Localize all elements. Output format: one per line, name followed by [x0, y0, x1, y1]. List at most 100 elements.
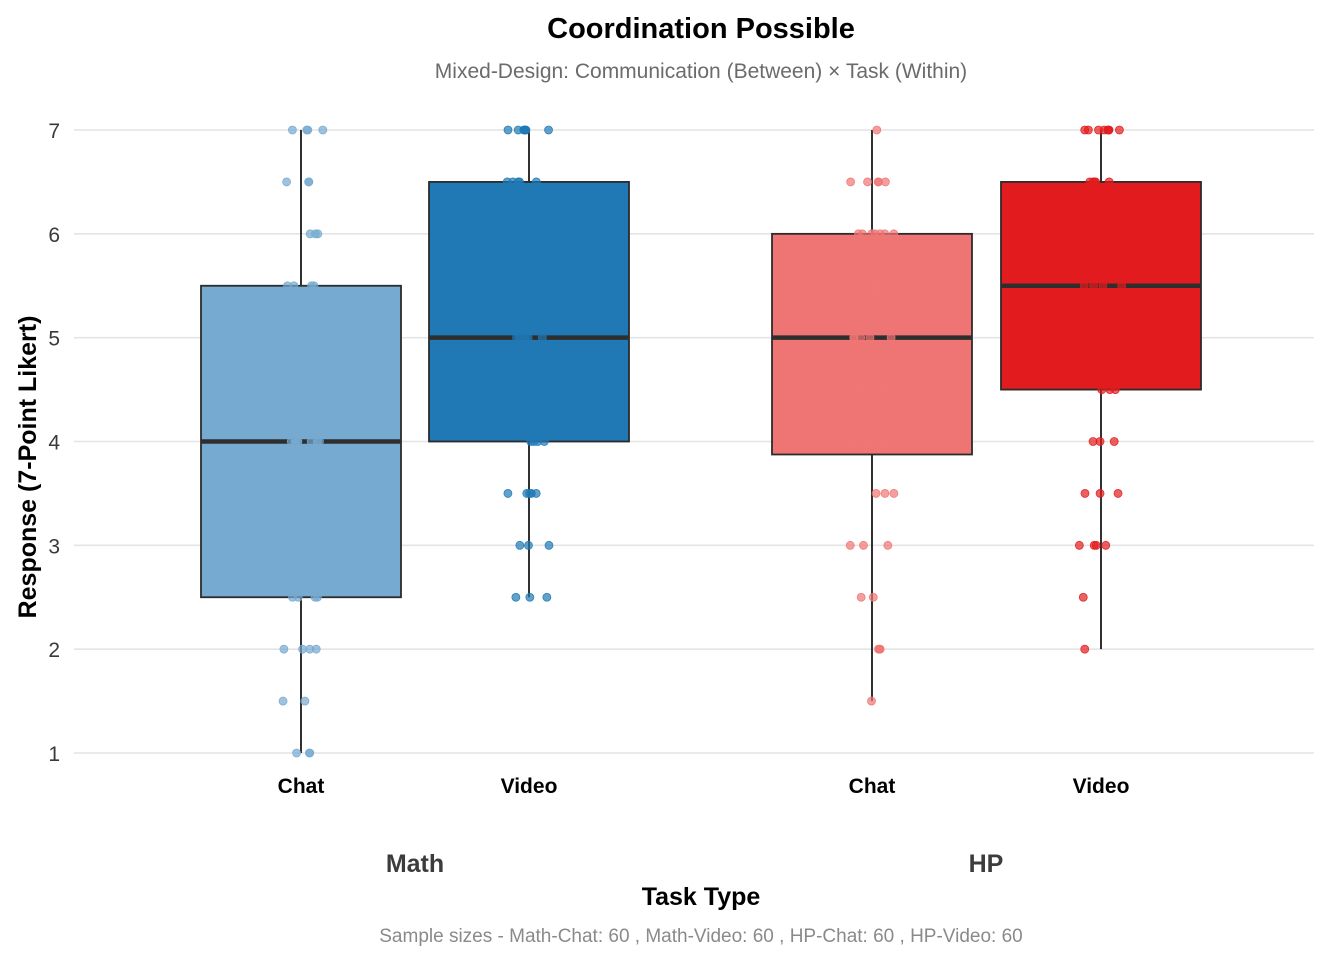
point-math-chat-27	[312, 437, 322, 446]
y-tick-label-3: 3	[48, 535, 60, 558]
y-tick-label-4: 4	[48, 432, 60, 455]
point-math-chat-12	[309, 281, 319, 291]
point-math-chat-48	[300, 696, 310, 706]
point-math-video-15	[537, 333, 547, 343]
point-hp-video-1	[1115, 125, 1124, 135]
y-axis-title: Response (7-Point Likert)	[14, 316, 42, 619]
point-math-video-31	[542, 592, 552, 602]
point-hp-chat-25	[855, 385, 865, 394]
point-hp-chat-32	[881, 437, 891, 446]
point-math-chat-20	[279, 385, 289, 394]
x-axis-title: Task Type	[642, 883, 761, 911]
chart-title: Coordination Possible	[547, 13, 855, 45]
point-math-video-10	[502, 177, 512, 187]
point-hp-video-28	[1101, 540, 1111, 550]
point-math-chat-52	[305, 748, 315, 758]
group-label-hp: HP	[969, 850, 1004, 878]
point-math-video-21	[503, 489, 513, 498]
point-hp-video-9	[1104, 177, 1114, 187]
point-math-video-26	[515, 540, 525, 550]
x-tick-label-math-chat: Chat	[278, 775, 325, 798]
point-math-video-5	[521, 125, 531, 135]
point-math-chat-33	[288, 489, 298, 498]
point-math-chat-6	[282, 177, 291, 187]
point-hp-video-24	[1080, 489, 1090, 498]
chart-subtitle: Mixed-Design: Communication (Between) × …	[435, 60, 967, 83]
point-hp-chat-30	[859, 437, 869, 446]
point-hp-chat-1	[846, 177, 856, 187]
point-hp-chat-43	[875, 644, 884, 654]
point-math-chat-17	[309, 333, 319, 343]
point-hp-chat-20	[856, 333, 866, 343]
point-math-chat-21	[295, 385, 305, 394]
point-hp-chat-11	[853, 229, 863, 239]
point-hp-video-16	[1117, 281, 1127, 291]
point-math-video-29	[511, 592, 521, 602]
point-math-video-20	[533, 437, 543, 446]
point-math-chat-30	[310, 489, 320, 498]
point-hp-chat-18	[886, 333, 896, 343]
point-hp-chat-37	[859, 540, 868, 550]
point-hp-chat-16	[876, 281, 885, 291]
point-math-chat-1	[288, 125, 297, 135]
point-hp-chat-35	[871, 489, 881, 498]
point-hp-chat-14	[883, 281, 893, 291]
group-label-math: Math	[386, 850, 444, 878]
point-math-chat-5	[304, 177, 314, 187]
point-hp-video-18	[1097, 385, 1107, 394]
point-hp-chat-39	[856, 592, 866, 602]
point-hp-video-5	[1083, 125, 1093, 135]
point-math-chat-36	[317, 540, 327, 550]
point-hp-video-13	[1089, 281, 1098, 291]
point-math-chat-38	[307, 540, 317, 550]
point-math-chat-14	[300, 333, 309, 343]
point-hp-chat-24	[883, 385, 893, 394]
point-hp-video-20	[1109, 437, 1119, 446]
point-math-video-16	[523, 333, 533, 343]
box-math-video	[428, 181, 630, 443]
point-math-chat-39	[284, 540, 294, 550]
point-math-chat-43	[288, 592, 297, 602]
point-math-chat-13	[283, 281, 292, 291]
point-hp-chat-0	[872, 125, 882, 135]
point-hp-video-7	[1094, 125, 1103, 135]
box-hp-chat	[771, 232, 973, 456]
point-math-video-6	[503, 125, 513, 135]
x-tick-label-hp-chat: Chat	[849, 775, 896, 798]
point-hp-chat-5	[881, 177, 890, 187]
point-math-video-11	[515, 177, 524, 187]
point-math-video-27	[524, 540, 533, 550]
point-math-chat-9	[311, 229, 320, 239]
y-tick-label-5: 5	[48, 328, 60, 351]
point-hp-chat-21	[865, 333, 875, 343]
point-hp-video-6	[1104, 125, 1114, 135]
point-hp-video-15	[1098, 281, 1108, 291]
point-math-video-25	[531, 489, 541, 498]
point-math-chat-19	[311, 385, 321, 394]
point-math-chat-29	[293, 437, 303, 446]
point-hp-chat-9	[889, 229, 899, 239]
point-hp-video-27	[1074, 540, 1084, 550]
point-math-chat-2	[302, 125, 312, 135]
point-math-chat-16	[283, 333, 293, 343]
point-hp-chat-36	[883, 540, 893, 550]
point-hp-video-25	[1113, 489, 1123, 498]
point-hp-video-19	[1110, 385, 1120, 394]
chart-caption: Sample sizes - Math-Chat: 60 , Math-Vide…	[379, 926, 1023, 947]
point-hp-chat-29	[845, 437, 855, 446]
point-math-chat-44	[298, 644, 307, 654]
y-tick-label-7: 7	[48, 120, 60, 143]
y-tick-label-6: 6	[48, 224, 60, 247]
point-hp-video-22	[1095, 437, 1105, 446]
point-hp-video-31	[1080, 644, 1090, 654]
point-math-video-9	[531, 177, 541, 187]
point-hp-chat-44	[867, 696, 876, 706]
x-axis-labels: Chat Video Chat Video Math HP	[278, 775, 1130, 878]
point-hp-video-23	[1095, 489, 1105, 498]
point-math-chat-37	[295, 540, 304, 550]
point-math-video-4	[544, 125, 553, 135]
point-hp-chat-12	[870, 229, 880, 239]
point-hp-chat-8	[880, 229, 890, 239]
point-math-video-14	[512, 333, 521, 343]
